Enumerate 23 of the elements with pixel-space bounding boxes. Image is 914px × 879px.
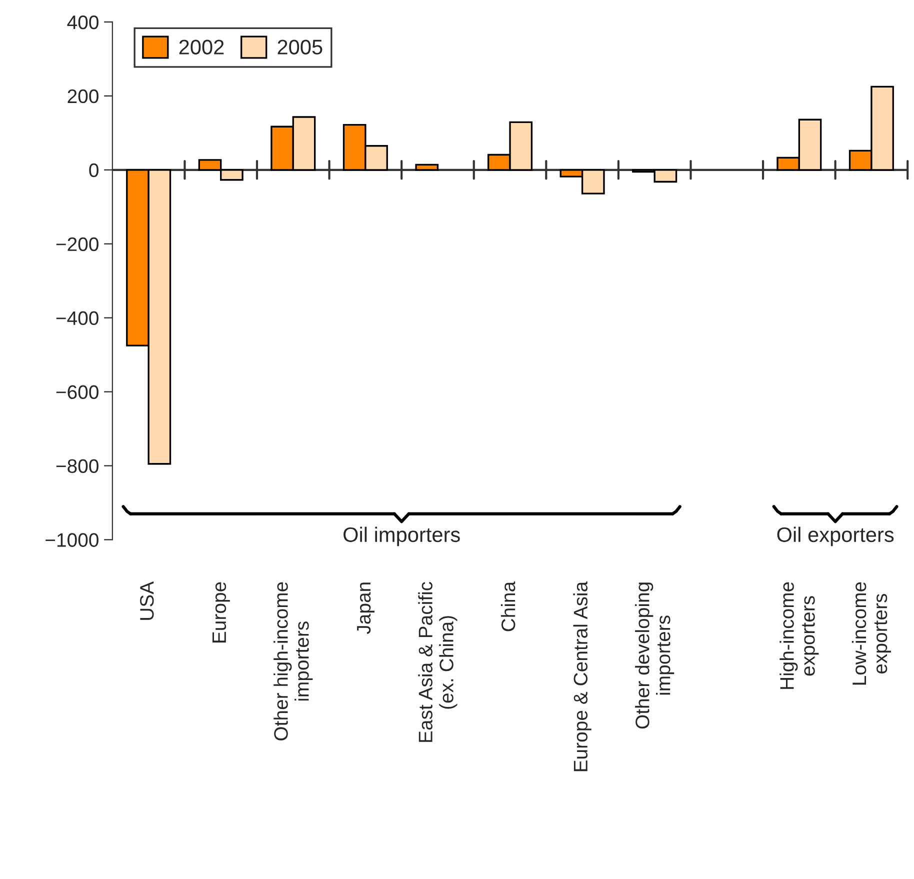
x-tick-label: China <box>500 581 516 632</box>
x-tick-label: Europe & Central Asia <box>573 581 592 772</box>
x-tick-label: Europe <box>212 582 230 642</box>
x-tick-label: Low-income exporters <box>852 582 891 685</box>
x-tick-label: Other developing importers <box>635 582 674 729</box>
y-tick-label: −800 <box>56 459 98 473</box>
y-tick-label: 200 <box>68 89 98 104</box>
bar <box>415 164 439 171</box>
x-tick-label: East Asia & Pacific (ex. China) <box>418 582 458 742</box>
y-tick-label: −400 <box>56 311 98 326</box>
y-tick-label: −600 <box>56 385 98 400</box>
annotation: Oil exporters <box>777 526 894 546</box>
x-tick-label: Japan <box>357 582 374 634</box>
legend-label: 2002 <box>179 40 224 54</box>
y-tick-label: −1000 <box>46 533 98 547</box>
annotation: Oil importers <box>344 526 460 546</box>
x-tick-label: USA <box>140 581 154 620</box>
x-tick-label: High-income exporters <box>780 582 819 689</box>
y-tick-label: 400 <box>67 15 98 30</box>
y-tick-label: 0 <box>89 163 98 178</box>
x-tick-label: Other high-income importers <box>274 582 313 740</box>
legend-label: 2005 <box>278 40 322 54</box>
y-tick-label: −200 <box>56 237 98 252</box>
